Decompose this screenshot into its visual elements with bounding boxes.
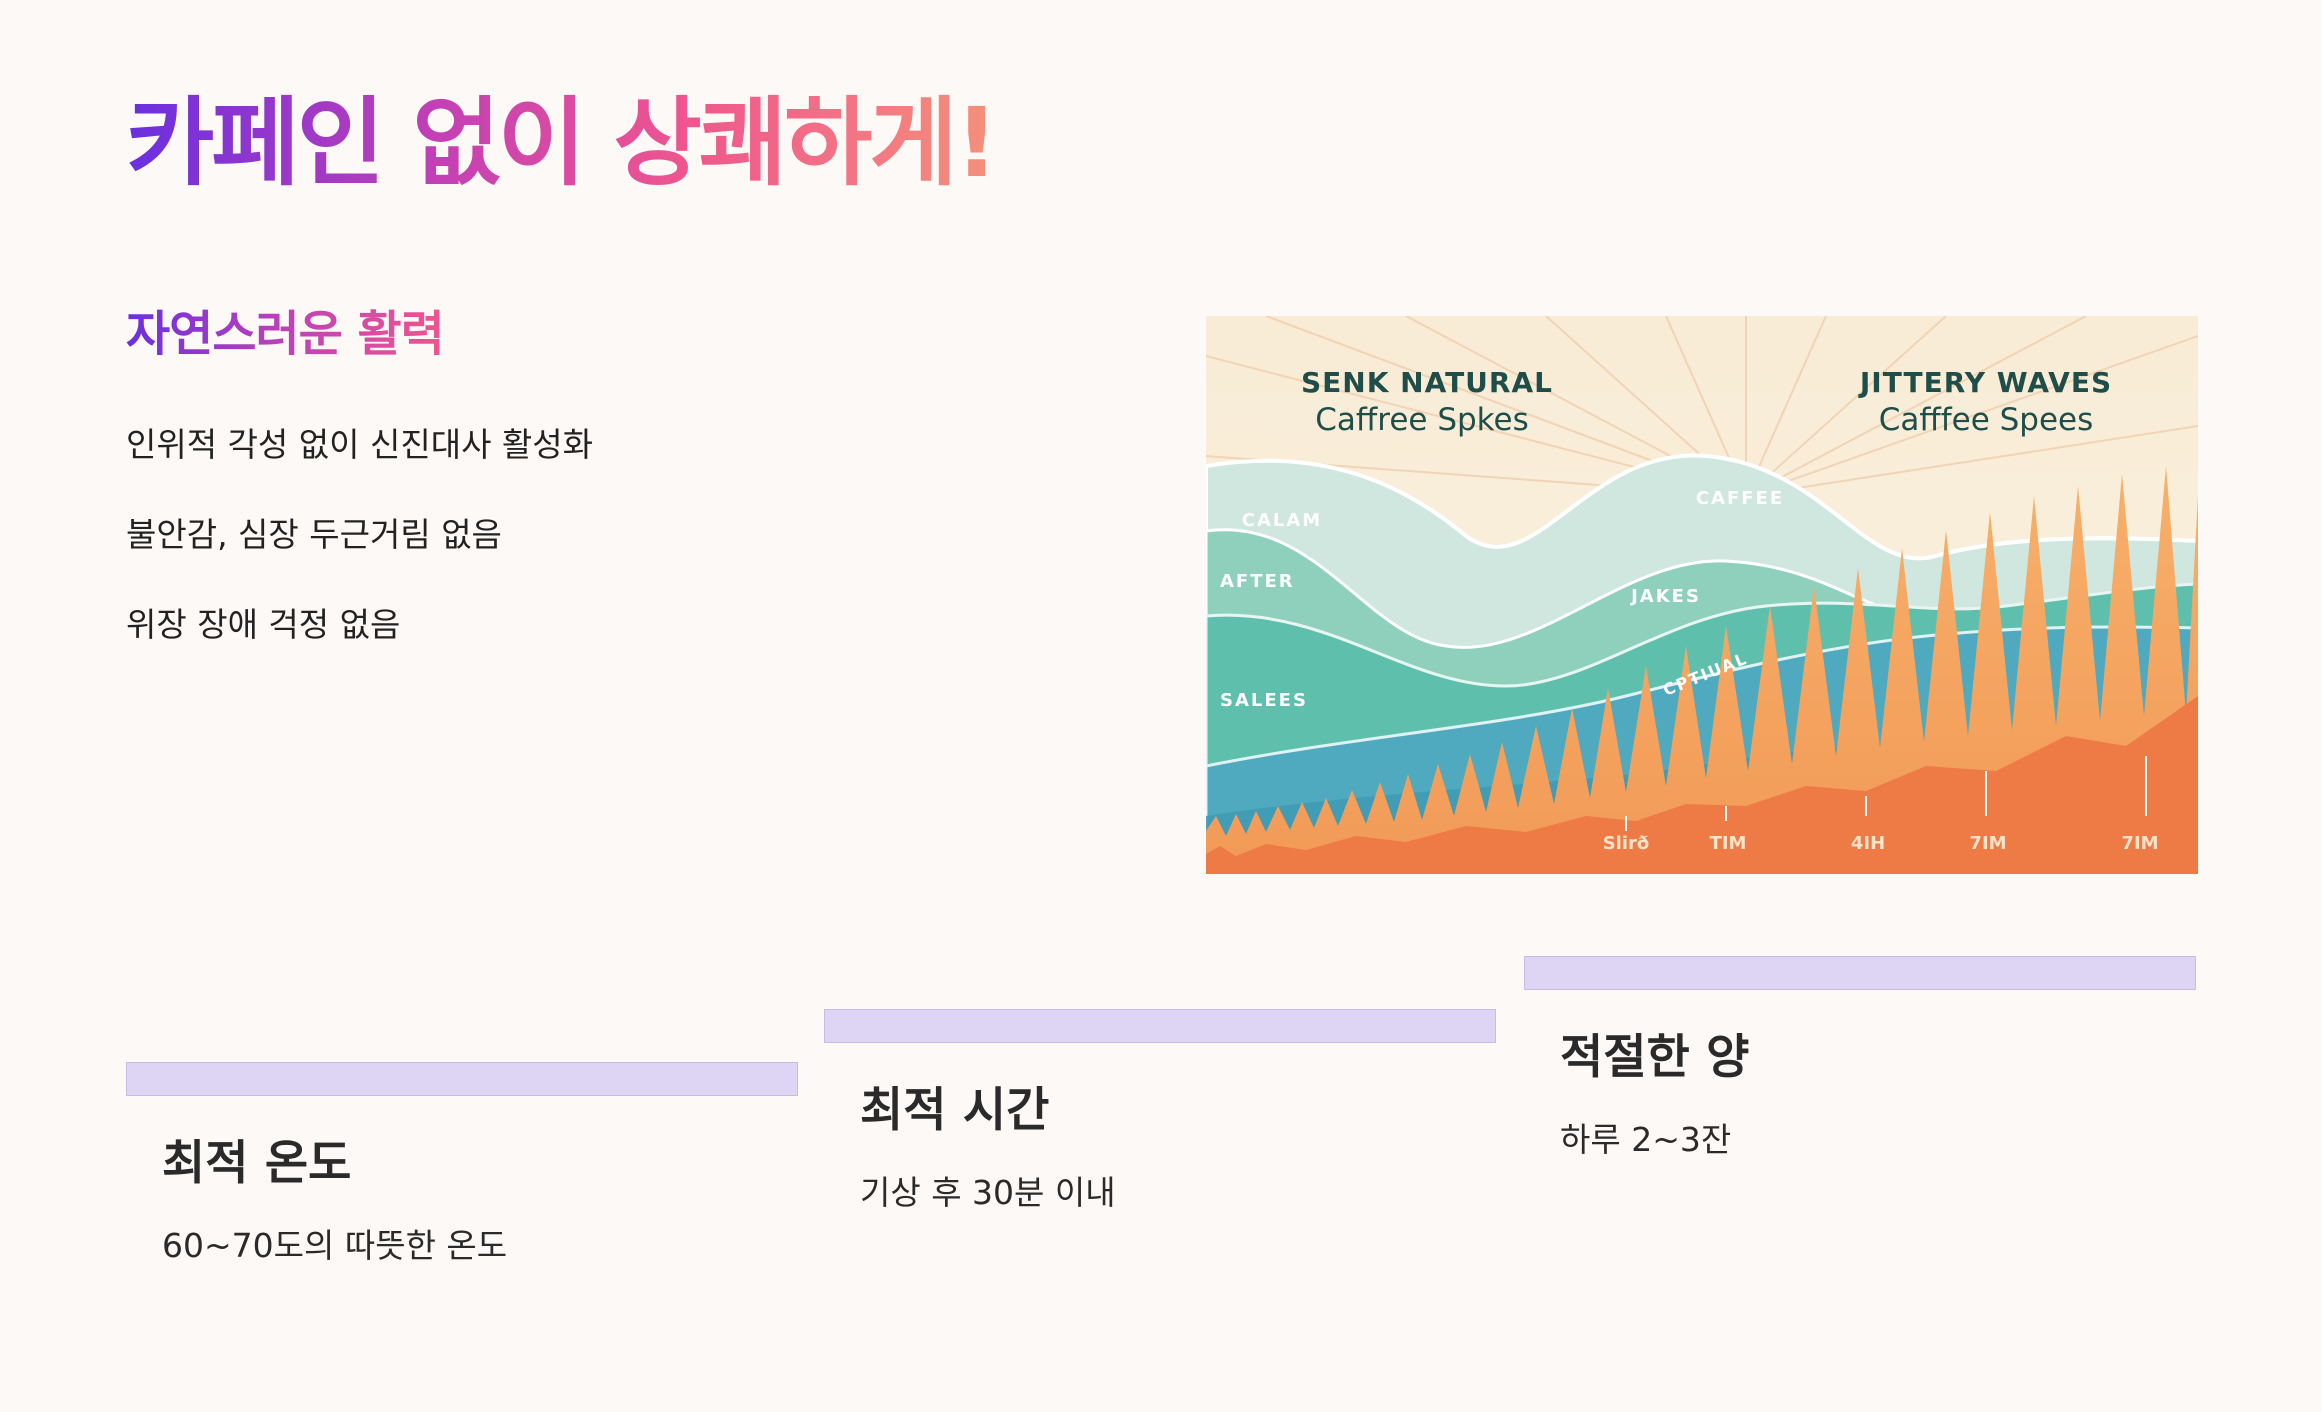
card-title: 적절한 양 <box>1560 1030 1750 1085</box>
card-header-bar <box>824 1009 1496 1043</box>
card-header-bar <box>126 1062 798 1096</box>
card-optimal-time: 최적 시간 기상 후 30분 이내 <box>824 1009 1496 1214</box>
time-label: TIM <box>1710 833 1747 854</box>
card-title: 최적 시간 <box>860 1083 1050 1138</box>
card-description: 기상 후 30분 이내 <box>860 1173 1116 1212</box>
card-description: 하루 2~3잔 <box>1560 1120 1732 1159</box>
time-label: Slirð <box>1603 833 1650 854</box>
time-label: 7IM <box>2121 833 2158 854</box>
time-ticks <box>1625 756 2147 831</box>
wave-label: CALAM <box>1242 510 1322 531</box>
card-description: 60~70도의 따뜻한 온도 <box>162 1226 508 1265</box>
left-title: SENK NATURAL <box>1301 366 1553 399</box>
right-title: JITTERY WAVES <box>1858 366 2112 399</box>
wave-label: SALEES <box>1220 690 1308 711</box>
card-proper-amount: 적절한 양 하루 2~3잔 <box>1524 956 2196 1161</box>
wave-label: JAKES <box>1629 586 1701 607</box>
wave-label: CAFFEE <box>1696 488 1784 509</box>
caffeine-waves-illustration: SENK NATURAL Caffree Spkes JITTERY WAVES… <box>1206 316 2198 874</box>
feature-item: 인위적 각성 없이 신진대사 활성화 <box>126 425 593 464</box>
wave-label: AFTER <box>1220 571 1295 592</box>
card-title: 최적 온도 <box>162 1136 352 1191</box>
section-subtitle: 자연스러운 활력 <box>126 306 445 362</box>
feature-item: 불안감, 심장 두근거림 없음 <box>126 515 502 554</box>
right-subtitle: Cafffee Spees <box>1879 402 2094 438</box>
feature-item: 위장 장애 걱정 없음 <box>126 605 401 644</box>
time-label: 4IH <box>1851 833 1885 854</box>
card-header-bar <box>1524 956 2196 990</box>
left-subtitle: Caffree Spkes <box>1315 402 1529 438</box>
page-title: 카페인 없이 상쾌하게! <box>126 86 999 201</box>
card-optimal-temperature: 최적 온도 60~70도의 따뜻한 온도 <box>126 1062 798 1267</box>
time-label: 7IM <box>1969 833 2006 854</box>
